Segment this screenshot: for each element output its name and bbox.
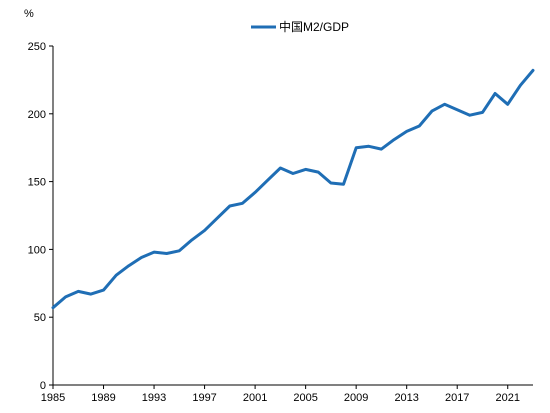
x-tick-label: 2009 [344,392,368,404]
x-tick-label: 2017 [445,392,469,404]
y-tick-label: 50 [34,312,46,324]
series-layer [51,68,535,310]
y-tick-label: 150 [28,177,46,189]
x-tick-label: 2001 [243,392,267,404]
x-tick-label: 2005 [293,392,317,404]
y-tick-label: 0 [40,380,46,392]
x-axis-ticks: 1985 1989 1993 1997 2001 2005 2009 2013 2017 2021 [41,385,520,404]
y-tick-label: 200 [28,109,46,121]
x-tick-label: 2013 [394,392,418,404]
legend: 中国M2/GDP [251,19,349,34]
series-line-0 [51,68,535,310]
x-tick-label: 2021 [495,392,519,404]
legend-label: 中国M2/GDP [279,19,349,34]
y-axis-unit-label: % [24,8,34,20]
y-axis-ticks: 0 50 100 150 200 250 [28,41,53,392]
x-tick-label: 1993 [142,392,166,404]
x-tick-label: 1997 [192,392,216,404]
x-tick-label: 1985 [41,392,65,404]
y-tick-label: 100 [28,244,46,256]
x-tick-label: 1989 [91,392,115,404]
y-tick-label: 250 [28,41,46,53]
